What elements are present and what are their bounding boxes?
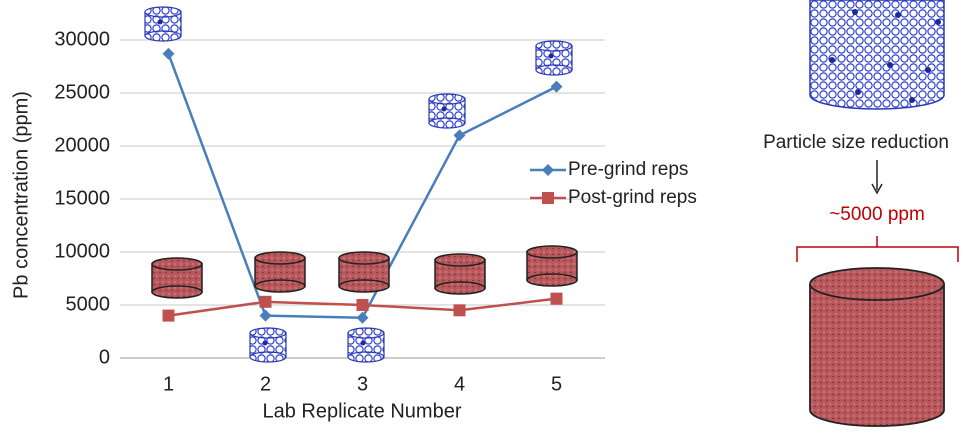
point <box>259 309 272 322</box>
sample-icon <box>152 258 202 298</box>
y-tick-label: 10000 <box>54 240 110 262</box>
sample-icon <box>527 246 577 286</box>
y-tick-label: 25000 <box>54 81 110 103</box>
annotation: ~5000 ppm <box>829 204 925 225</box>
annotation: Particle size reduction <box>763 132 949 153</box>
y-tick-label: 15000 <box>54 187 110 209</box>
sample-icon <box>145 7 181 41</box>
y-tick-label: 20000 <box>54 134 110 156</box>
point <box>453 129 466 142</box>
point <box>162 309 175 322</box>
x-tick-label: 2 <box>260 373 271 395</box>
sample-icon <box>339 252 389 292</box>
x-tick-label: 4 <box>454 373 465 395</box>
sample-icon <box>348 328 384 362</box>
point <box>453 304 466 317</box>
sample-icon <box>429 94 465 128</box>
y-tick-label: 30000 <box>54 28 110 50</box>
y-tick-label: 5000 <box>66 293 111 315</box>
x-tick-label: 3 <box>357 373 368 395</box>
particles <box>829 9 941 103</box>
legend-marker <box>542 192 554 204</box>
legend: Pre-grind reps Post-grind reps <box>530 159 697 208</box>
y-axis-title: Pb concentration (ppm) <box>10 91 32 299</box>
sample-icon <box>250 328 286 362</box>
x-tick-label: 5 <box>551 373 562 395</box>
legend-label: Post-grind reps <box>568 187 697 208</box>
x-axis-title: Lab Replicate Number <box>263 400 462 422</box>
point <box>162 47 175 60</box>
point <box>550 80 563 93</box>
sample-icon <box>536 41 572 75</box>
illustration: Particle size reduction ~5000 ppm <box>763 0 959 427</box>
legend-marker <box>542 164 554 176</box>
plot-area: 0 5000 10000 15000 20000 25000 30000 1 2 3 4 5 Pre-g… <box>54 28 696 395</box>
legend-label: Pre-grind reps <box>568 159 688 180</box>
sample-icon <box>435 254 485 294</box>
y-tick-label: 0 <box>99 346 110 368</box>
point <box>356 311 369 324</box>
sample-icon <box>255 252 305 292</box>
point <box>259 295 272 308</box>
point <box>550 292 563 305</box>
pre-grind-cylinder <box>809 0 945 110</box>
x-tick-label: 1 <box>163 373 174 395</box>
point <box>356 299 369 311</box>
